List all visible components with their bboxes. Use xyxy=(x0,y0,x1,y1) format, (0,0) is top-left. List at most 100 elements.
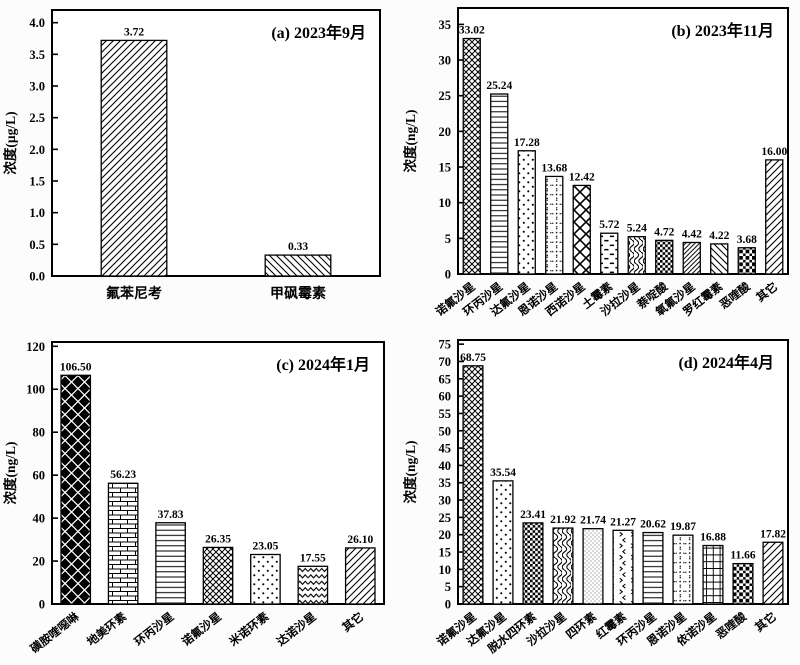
bar xyxy=(600,232,619,275)
y-tick-label: 0 xyxy=(445,598,451,612)
x-category-label: 恶喹酸 xyxy=(713,609,749,642)
y-tick-label: 100 xyxy=(26,383,45,397)
bar-value-label: 11.66 xyxy=(730,550,755,562)
panel-a: 0.0 0.5 1.0 1.5 2.0 2.5 3.0 3.5 4.0 浓度(µg/L) (a) 2… xyxy=(0,0,400,330)
bar-value-label: 16.88 xyxy=(700,532,726,544)
bar xyxy=(655,239,674,275)
y-axis-title: 浓度(µg/L) xyxy=(2,111,18,174)
y-tick-label: 65 xyxy=(439,372,452,386)
bar xyxy=(522,522,544,605)
bar-chart-c: 0 20 40 60 80 100 120 浓度(ng/L) (c) 2024年1月 106.50… xyxy=(2,340,385,656)
y-axis-title: 浓度(ng/L) xyxy=(402,109,418,172)
y-tick-label: 1.5 xyxy=(29,175,45,189)
x-category-label: 甲砜霉素 xyxy=(270,285,326,301)
x-category-label: 其它 xyxy=(753,279,780,304)
x-category-label: 氟苯尼考 xyxy=(106,285,162,301)
bar-value-label: 26.10 xyxy=(347,534,373,546)
y-tick-label: 35 xyxy=(439,18,452,32)
bar-value-label: 17.82 xyxy=(760,528,786,540)
bar xyxy=(297,565,329,605)
x-category-label: 地美环素 xyxy=(84,609,129,649)
x-category-label: 磺胺喹噁啉 xyxy=(28,609,82,656)
bar-group: 0.33 甲砜霉素 xyxy=(264,241,332,301)
bar-value-label: 3.72 xyxy=(124,26,144,38)
y-tick-label: 0 xyxy=(445,268,451,282)
y-tick-label: 60 xyxy=(33,469,46,483)
y-tick-label: 25 xyxy=(439,511,452,525)
y-tick-label: 20 xyxy=(439,528,452,542)
panel-title: (c) 2024年1月 xyxy=(276,355,370,374)
x-category-label: 诺氟沙星 xyxy=(179,609,224,648)
y-axis-title: 浓度(ng/L) xyxy=(2,441,18,504)
bar xyxy=(100,39,168,277)
bar-value-label: 106.50 xyxy=(60,361,92,373)
bar xyxy=(702,544,724,605)
y-tick-label: 40 xyxy=(33,512,46,526)
panel-title: (b) 2023年11月 xyxy=(671,21,774,40)
y-tick-label: 30 xyxy=(439,54,452,68)
bar-value-label: 26.35 xyxy=(205,533,231,545)
bar-value-label: 16.00 xyxy=(761,146,787,158)
y-tick-label: 2.5 xyxy=(29,111,45,125)
bar-value-label: 0.33 xyxy=(288,241,308,253)
bar-value-label: 17.28 xyxy=(514,137,540,149)
x-category-label: 达诺沙星 xyxy=(274,609,319,648)
y-tick-label: 0 xyxy=(39,598,45,612)
bar-value-label: 21.92 xyxy=(550,514,576,526)
y-tick-label: 120 xyxy=(26,340,45,354)
bar-value-label: 4.72 xyxy=(654,226,674,238)
bar-value-label: 68.75 xyxy=(460,352,486,364)
bar-value-label: 21.27 xyxy=(610,516,636,528)
bar xyxy=(264,254,332,277)
bar xyxy=(737,247,756,275)
y-tick-label: 20 xyxy=(33,555,46,569)
y-tick-label: 10 xyxy=(439,196,452,210)
bar-chart-a: 0.0 0.5 1.0 1.5 2.0 2.5 3.0 3.5 4.0 浓度(µg/L) (a) 2… xyxy=(2,9,381,301)
bar-value-label: 3.68 xyxy=(737,234,757,246)
x-category-label: 米诺环素 xyxy=(226,609,272,649)
y-tick-label: 15 xyxy=(439,546,452,560)
y-tick-label: 2.0 xyxy=(29,143,45,157)
bar-value-label: 23.41 xyxy=(520,509,546,521)
panel-title: (a) 2023年9月 xyxy=(271,23,366,42)
y-tick-label: 50 xyxy=(439,424,452,438)
bar xyxy=(545,175,564,275)
y-tick-label: 80 xyxy=(33,426,46,440)
bar xyxy=(582,528,604,605)
bar xyxy=(492,480,514,605)
y-tick-label: 70 xyxy=(439,355,452,369)
bar xyxy=(462,37,481,275)
bar xyxy=(612,529,634,605)
bar-value-label: 20.62 xyxy=(640,519,666,531)
bar xyxy=(202,546,234,605)
y-tick-label: 3.0 xyxy=(29,80,45,94)
bar xyxy=(250,553,281,605)
bar xyxy=(642,531,664,605)
x-category-label: 环丙沙星 xyxy=(132,610,176,649)
bar-value-label: 56.23 xyxy=(110,469,136,481)
y-tick-label: 45 xyxy=(439,442,452,456)
y-tick-label: 25 xyxy=(439,89,452,103)
bar xyxy=(762,541,784,605)
bar-value-label: 5.72 xyxy=(599,219,619,231)
panel-title: (d) 2024年4月 xyxy=(678,353,774,372)
bar-value-label: 5.24 xyxy=(627,223,647,235)
y-tick-label: 15 xyxy=(439,161,452,175)
y-tick-label: 4.0 xyxy=(29,16,45,30)
y-tick-label: 35 xyxy=(439,476,452,490)
bar xyxy=(60,374,92,605)
bar xyxy=(155,522,186,605)
bar-value-label: 35.54 xyxy=(490,467,516,479)
y-axis-title: 浓度(ng/L) xyxy=(402,440,418,503)
bar-value-label: 4.42 xyxy=(682,228,702,240)
bar xyxy=(710,243,729,275)
bar xyxy=(344,547,376,605)
bar-group: 3.72 氟苯尼考 xyxy=(100,26,168,301)
plot-border xyxy=(457,7,789,275)
bar-value-label: 12.42 xyxy=(569,171,595,183)
y-tick-label: 40 xyxy=(439,459,452,473)
panel-d: 0 5 10 15 20 25 30 35 40 45 50 55 60 65 70 75 浓度(ng/L) (d… xyxy=(400,330,800,660)
bar xyxy=(107,482,139,605)
